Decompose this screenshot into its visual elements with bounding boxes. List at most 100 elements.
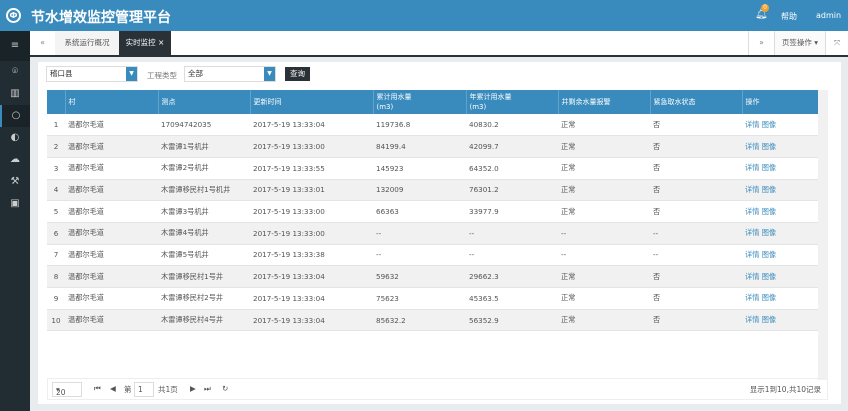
- image-link[interactable]: 图像: [761, 163, 777, 173]
- detail-link[interactable]: 详情: [745, 228, 760, 238]
- detail-link[interactable]: 详情: [745, 315, 760, 325]
- query-button[interactable]: 查询: [285, 67, 310, 81]
- table-cell: --: [558, 244, 650, 267]
- tools-icon[interactable]: ⚒: [10, 176, 20, 187]
- region-value: 稽口县: [50, 69, 73, 78]
- table-cell: 正常: [558, 309, 650, 332]
- column-header: [47, 90, 66, 114]
- page-input[interactable]: 1: [134, 382, 154, 397]
- menu-icon[interactable]: ≡: [0, 31, 30, 61]
- water-drop-icon[interactable]: ○: [0, 105, 30, 127]
- table-scrollbar[interactable]: [818, 90, 828, 380]
- table-row: 7 温都尔毛道 木雷谭5号机井 2017-5-19 13:33:38 -- -- -- -- 详…: [47, 244, 818, 267]
- image-link[interactable]: 图像: [761, 184, 777, 194]
- type-select[interactable]: 全部 ▼: [184, 66, 276, 82]
- table-cell: 2017-5-19 13:33:04: [250, 114, 373, 137]
- weather-icon[interactable]: ☁: [10, 154, 20, 165]
- table-cell: 否: [650, 157, 742, 180]
- monitor-icon[interactable]: ▣: [10, 198, 20, 209]
- column-header: 井剩余水量报警: [558, 90, 651, 114]
- notification-badge: 0: [761, 4, 769, 12]
- table-cell: 温都尔毛道: [65, 265, 158, 288]
- detail-link[interactable]: 详情: [745, 249, 760, 259]
- location-icon[interactable]: ⌾: [12, 66, 18, 77]
- tab-label: 实时监控: [125, 38, 156, 47]
- prev-page-icon[interactable]: ◀: [110, 384, 116, 393]
- table-cell: 木雷谭移民村1号井: [158, 265, 250, 288]
- detail-link[interactable]: 详情: [745, 206, 760, 216]
- table-cell: 否: [650, 287, 742, 310]
- table-cell: 5: [47, 200, 65, 223]
- page-size-select[interactable]: 20 ▾: [52, 382, 82, 397]
- image-link[interactable]: 图像: [761, 141, 777, 151]
- table-cell: 42099.7: [466, 135, 558, 158]
- actions-cell: 详情 图像: [742, 309, 818, 332]
- image-link[interactable]: 图像: [761, 315, 777, 325]
- detail-link[interactable]: 详情: [745, 184, 760, 194]
- page-size-value: 20: [56, 388, 66, 397]
- column-header: 测点: [158, 90, 251, 114]
- table-cell: 1: [47, 114, 65, 137]
- table-cell: 木雷谭2号机井: [158, 157, 250, 180]
- table-cell: 温都尔毛道: [65, 135, 158, 158]
- column-header: 操作: [742, 90, 819, 114]
- fullscreen-icon[interactable]: ⤧: [825, 31, 848, 55]
- tabs-next-button[interactable]: »: [748, 31, 774, 55]
- table-cell: 132009: [373, 179, 466, 202]
- tab-realtime-monitor[interactable]: 实时监控 ×: [119, 31, 171, 55]
- close-icon[interactable]: ×: [158, 38, 165, 47]
- table-cell: 75623: [373, 287, 466, 310]
- table-cell: 2017-5-19 13:33:01: [250, 179, 373, 202]
- refresh-icon[interactable]: ↻: [222, 384, 229, 393]
- table-row: 3 温都尔毛道 木雷谭2号机井 2017-5-19 13:33:55 145923 643…: [47, 157, 818, 180]
- actions-cell: 详情 图像: [742, 200, 818, 223]
- image-link[interactable]: 图像: [761, 249, 777, 259]
- table-cell: 7: [47, 244, 65, 267]
- table-cell: 8: [47, 265, 65, 288]
- last-page-icon[interactable]: ⏭: [204, 384, 211, 393]
- table-cell: 66363: [373, 200, 466, 223]
- table-cell: 温都尔毛道: [65, 114, 158, 137]
- page-ops-dropdown[interactable]: 页签操作 ▾: [774, 31, 825, 55]
- actions-cell: 详情 图像: [742, 135, 818, 158]
- table-cell: --: [466, 244, 558, 267]
- table-cell: 29662.3: [466, 265, 558, 288]
- tabs-prev-button[interactable]: «: [40, 38, 45, 47]
- tab-system-overview[interactable]: 系统运行概况: [55, 31, 119, 55]
- water-drop-filled-icon[interactable]: ◐: [10, 132, 20, 143]
- column-header: 年累计用水量 (m3): [466, 90, 559, 114]
- table-cell: 温都尔毛道: [65, 222, 158, 245]
- table-cell: 温都尔毛道: [65, 244, 158, 267]
- record-summary: 显示1到10,共10记录: [749, 385, 821, 394]
- image-link[interactable]: 图像: [761, 293, 777, 303]
- table-row: 9 温都尔毛道 木雷谭移民村2号井 2017-5-19 13:33:04 75623 45…: [47, 287, 818, 310]
- detail-link[interactable]: 详情: [745, 141, 760, 151]
- table-cell: 木雷谭移民村4号井: [158, 309, 250, 332]
- bell-icon[interactable]: 🔔︎: [755, 9, 768, 20]
- image-link[interactable]: 图像: [761, 271, 777, 281]
- table-cell: 84199.4: [373, 135, 466, 158]
- tab-bar: « 系统运行概况 实时监控 × » 页签操作 ▾ ⤧: [30, 31, 848, 57]
- image-link[interactable]: 图像: [761, 119, 777, 129]
- region-select[interactable]: 稽口县 ▼: [46, 66, 138, 82]
- table-cell: 9: [47, 287, 65, 310]
- help-link[interactable]: 帮助: [781, 12, 797, 21]
- chevron-down-icon: ▼: [264, 67, 275, 81]
- next-page-icon[interactable]: ▶: [190, 384, 196, 393]
- first-page-icon[interactable]: ⏮: [94, 384, 101, 393]
- detail-link[interactable]: 详情: [745, 163, 760, 173]
- user-menu[interactable]: admin: [816, 11, 842, 20]
- chart-icon[interactable]: ▥: [10, 88, 20, 99]
- table-cell: 33977.9: [466, 200, 558, 223]
- table-cell: 2017-5-19 13:33:00: [250, 135, 373, 158]
- table-cell: 2017-5-19 13:33:00: [250, 200, 373, 223]
- image-link[interactable]: 图像: [761, 228, 777, 238]
- detail-link[interactable]: 详情: [745, 119, 760, 129]
- actions-cell: 详情 图像: [742, 287, 818, 310]
- detail-link[interactable]: 详情: [745, 293, 760, 303]
- table-cell: 4: [47, 179, 65, 202]
- table-row: 6 温都尔毛道 木雷谭4号机井 2017-5-19 13:33:00 -- -- -- -- 详…: [47, 222, 818, 245]
- table-cell: 否: [650, 114, 742, 137]
- image-link[interactable]: 图像: [761, 206, 777, 216]
- detail-link[interactable]: 详情: [745, 271, 760, 281]
